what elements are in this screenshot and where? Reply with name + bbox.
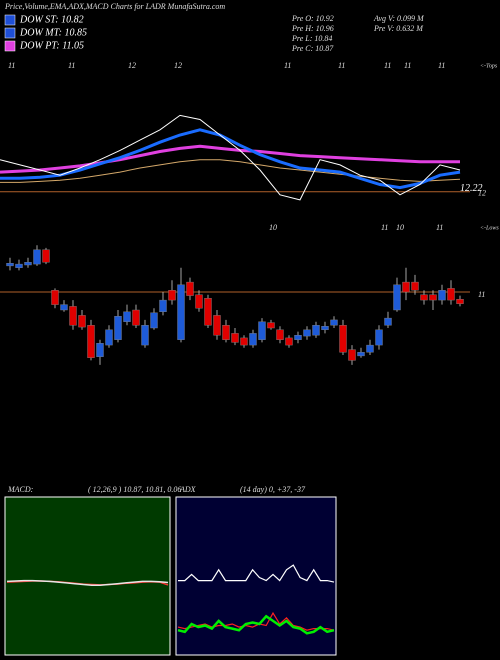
- lows-label: 11: [436, 223, 443, 232]
- candle-body: [69, 306, 77, 326]
- candle-body: [339, 325, 347, 353]
- series-line: [0, 114, 461, 201]
- candle-body: [15, 263, 23, 268]
- legend-swatch: [4, 27, 16, 39]
- candle-body: [42, 249, 50, 263]
- candle-body: [384, 317, 392, 326]
- candle-body: [447, 288, 455, 301]
- candle-body: [321, 326, 329, 331]
- panel-subtitle: (14 day) 0, +37, -37: [240, 485, 306, 494]
- tops-label: 11: [8, 61, 15, 70]
- macd-panel: [4, 496, 171, 656]
- candle-body: [87, 325, 95, 358]
- panel-title: ADX: [179, 485, 197, 494]
- candle-body: [366, 344, 374, 353]
- stat: Pre O: 10.92: [291, 14, 334, 23]
- candle-body: [159, 299, 167, 313]
- candle-body: [456, 299, 464, 304]
- legend-swatch: [4, 40, 16, 52]
- legend-label: DOW PT: 11.05: [19, 40, 84, 51]
- tops-label: 11: [384, 61, 391, 70]
- stat: Avg V: 0.099 M: [373, 14, 425, 23]
- series-line: [0, 128, 461, 190]
- tops-caption: <-Tops: [480, 63, 498, 69]
- candle-body: [240, 337, 248, 346]
- candle-body: [123, 311, 131, 322]
- candle-body: [312, 325, 320, 336]
- series-line: [177, 614, 335, 635]
- candle-body: [6, 263, 14, 267]
- candle-body: [285, 337, 293, 346]
- candle-body: [51, 290, 59, 305]
- candle-body: [24, 262, 32, 266]
- candle-body: [276, 329, 284, 340]
- series-line: [177, 611, 335, 631]
- stat: Pre H: 10.96: [291, 24, 334, 33]
- candle-body: [249, 333, 257, 346]
- candle-body: [204, 298, 212, 326]
- candle-body: [411, 281, 419, 291]
- candle-body: [375, 329, 383, 346]
- stat: Pre C: 10.87: [291, 44, 334, 53]
- legend-label: DOW MT: 10.85: [19, 27, 87, 38]
- stat: Pre V: 0.632 M: [373, 24, 424, 33]
- candle-body: [132, 309, 140, 326]
- series-line: [178, 564, 335, 583]
- candle-body: [330, 319, 338, 326]
- legend-label: DOW ST: 10.82: [19, 14, 84, 25]
- candle-body: [105, 329, 113, 346]
- candle-body: [150, 312, 158, 329]
- series-line: [6, 579, 169, 587]
- candle-body: [141, 325, 149, 346]
- candle-body: [438, 290, 446, 301]
- stat: Pre L: 10.84: [291, 34, 332, 43]
- tops-label: 12: [174, 61, 182, 70]
- candle-body: [294, 335, 302, 340]
- candle-body: [78, 315, 86, 328]
- candle-body: [168, 290, 176, 301]
- candle-body: [33, 249, 41, 265]
- series-line: [0, 144, 460, 174]
- candle-body: [231, 333, 239, 343]
- reference-label: 12.22: [460, 183, 483, 194]
- candle-body: [303, 329, 311, 337]
- tops-label: 11: [338, 61, 345, 70]
- tops-label: 12: [128, 61, 136, 70]
- legend-swatch: [4, 14, 16, 26]
- panel-title: MACD:: [7, 485, 34, 494]
- lows-label: 10: [396, 223, 404, 232]
- candle-body: [195, 294, 203, 309]
- reference-label: 11: [478, 290, 485, 299]
- panel-subtitle: ( 12,26,9 ) 10.87, 10.81, 0.06: [88, 485, 181, 494]
- candle-body: [222, 325, 230, 340]
- candle-body: [429, 294, 437, 301]
- candle-body: [177, 284, 185, 340]
- candle-body: [114, 316, 122, 340]
- tops-label: 11: [438, 61, 445, 70]
- tops-label: 11: [404, 61, 411, 70]
- lows-caption: <-Lows: [480, 225, 499, 231]
- candle-body: [96, 343, 104, 357]
- candle-body: [402, 281, 410, 293]
- series-line: [0, 159, 461, 183]
- candle-body: [60, 304, 68, 311]
- candle-body: [267, 322, 275, 329]
- lows-label: 10: [269, 223, 277, 232]
- candle-body: [258, 321, 266, 340]
- candle-body: [393, 284, 401, 311]
- tops-label: 11: [68, 61, 75, 70]
- candle-body: [357, 352, 365, 357]
- candle-body: [420, 294, 428, 301]
- lows-label: 11: [381, 223, 388, 232]
- candle-body: [213, 315, 221, 336]
- page-title: Price,Volume,EMA,ADX,MACD Charts for LAD…: [4, 2, 225, 11]
- candle-body: [348, 349, 356, 361]
- reference-label: 12: [478, 189, 486, 198]
- tops-label: 11: [284, 61, 291, 70]
- candle-body: [186, 281, 194, 296]
